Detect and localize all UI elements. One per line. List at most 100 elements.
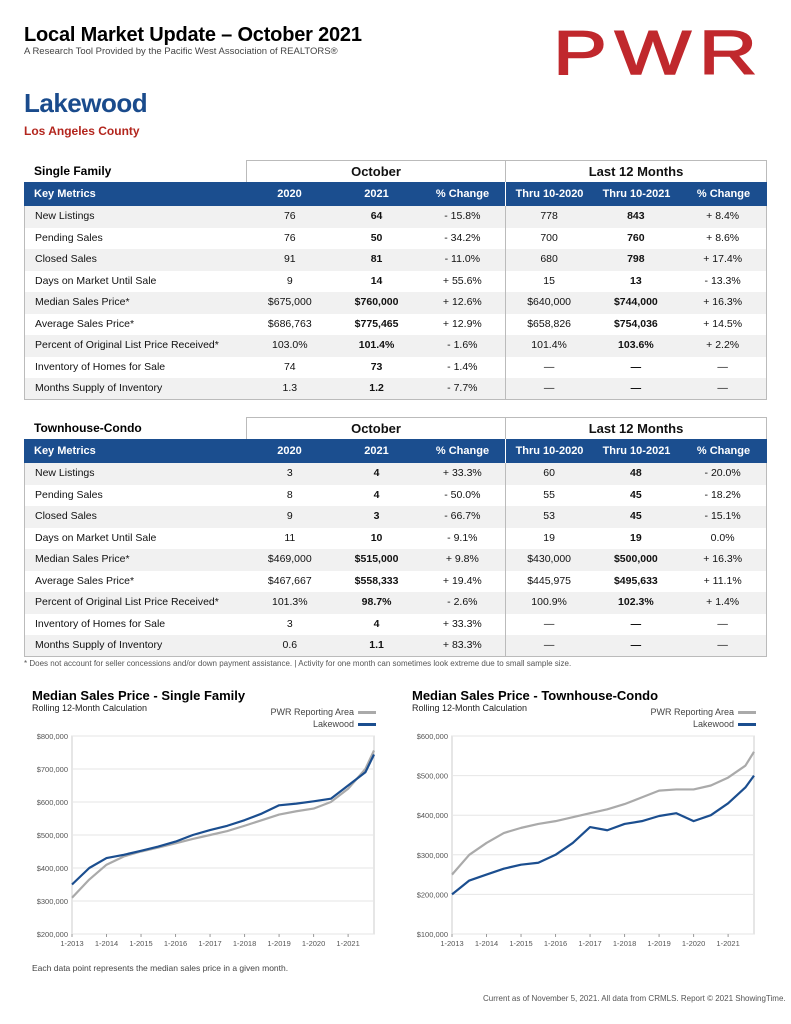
metric-value: — <box>630 639 642 651</box>
series-line-lakewood <box>451 774 755 896</box>
metric-value: - 66.7% <box>420 506 506 528</box>
table-body: New Listings 3 4 + 33.3% 60 48- 20.0% Pending … <box>24 463 767 657</box>
x-tick-label: 1-2016 <box>544 939 567 948</box>
metric-value: $467,667 <box>267 574 312 587</box>
metric-value: 778 <box>540 210 558 222</box>
chart-legend: PWR Reporting Area Lakewood <box>610 706 756 730</box>
x-tick-label: 1-2020 <box>682 939 705 948</box>
metric-value: + 19.4% <box>420 570 506 592</box>
metric-label: Months Supply of Inventory <box>35 382 163 394</box>
metric-value: 102.3% <box>618 596 654 608</box>
table-row: Inventory of Homes for Sale 74 73 - 1.4% — — — <box>24 356 767 378</box>
metric-value: 103.0% <box>271 339 308 351</box>
metric-label: Inventory of Homes for Sale <box>35 617 166 630</box>
metric-value: 3 <box>286 617 293 630</box>
metric-value: 4 <box>373 617 380 630</box>
metric-label: Median Sales Price* <box>35 296 130 308</box>
metric-value: $760,000 <box>354 296 399 308</box>
table-group-row: Single Family October Last 12 Months <box>24 160 767 182</box>
legend-label: PWR Reporting Area <box>270 707 354 717</box>
table-row: Days on Market Until Sale 11 10 - 9.1% 19 19 0… <box>24 527 767 549</box>
x-tick-label: 1-2021 <box>336 939 359 948</box>
series-line-pwr <box>451 751 755 876</box>
pwr-logo: PWR <box>553 26 760 78</box>
metric-label: Average Sales Price* <box>35 317 135 330</box>
metric-value: + 33.3% <box>420 463 506 485</box>
table-row: Percent of Original List Price Received*… <box>24 592 767 614</box>
metric-value: $445,975 <box>527 574 571 587</box>
metric-label: Pending Sales <box>35 488 103 501</box>
metric-value: $430,000 <box>527 553 571 565</box>
group-last12-header: Last 12 Months <box>506 160 767 182</box>
table-row: Months Supply of Inventory 1.3 1.2 - 7.7% — —… <box>24 378 767 400</box>
x-tick-label: 1-2018 <box>233 939 256 948</box>
metric-value: 45 <box>630 510 642 522</box>
table-header-row: Key Metrics 2020 2021 % Change Thru 10-2… <box>24 439 767 463</box>
metric-value: 98.7% <box>361 596 392 608</box>
metric-value: — <box>543 360 555 373</box>
metric-value: + 11.1% <box>703 574 742 587</box>
table-row: Inventory of Homes for Sale 3 4 + 33.3% — — — <box>24 613 767 635</box>
col-header: Key Metrics <box>34 188 96 200</box>
col-header: Thru 10-2021 <box>602 445 671 457</box>
table-row: Pending Sales 76 50 - 34.2% 700 760 + 8.6% <box>24 227 767 249</box>
y-tick-label: $500,000 <box>37 831 68 840</box>
metric-value: 843 <box>627 210 645 222</box>
metric-value: + 16.3% <box>703 553 743 565</box>
legend-label: PWR Reporting Area <box>650 707 734 717</box>
chart-legend: PWR Reporting Area Lakewood <box>230 706 376 730</box>
metric-label: Percent of Original List Price Received* <box>35 596 219 608</box>
legend-item: Lakewood <box>230 718 376 730</box>
table-row: Closed Sales 9 3 - 66.7% 53 45 - 15.1% <box>24 506 767 528</box>
metric-value: 700 <box>540 231 558 244</box>
metric-value: $558,333 <box>354 574 399 587</box>
median-price-townhouse-condo-chart: $100,000 $200,000 $300,000 $400,000 $500,000… <box>417 732 755 948</box>
group-october-header: October <box>246 417 506 439</box>
metric-value: — <box>717 360 728 373</box>
median-price-single-family-chart: $200,000 $300,000 $400,000 $500,000 $600,000… <box>37 732 375 948</box>
metric-value: 13 <box>630 274 642 287</box>
series-line-pwr <box>71 750 375 899</box>
metric-value: $495,633 <box>613 574 658 587</box>
metric-value: 19 <box>543 531 555 544</box>
metric-value: + 8.4% <box>706 210 740 222</box>
x-tick-label: 1-2021 <box>716 939 739 948</box>
metric-value: 76 <box>283 210 296 222</box>
metric-value: 1.2 <box>369 382 384 394</box>
col-header: % Change <box>420 439 506 463</box>
y-tick-label: $600,000 <box>417 732 448 741</box>
metric-value: $675,000 <box>267 296 312 308</box>
table-row: Closed Sales 91 81 - 11.0% 680 798 + 17.4% <box>24 249 767 271</box>
x-tick-label: 1-2020 <box>302 939 325 948</box>
metric-value: 91 <box>283 253 296 265</box>
metric-label: New Listings <box>35 467 95 479</box>
metric-value: + 1.4% <box>706 596 740 608</box>
y-tick-label: $400,000 <box>37 864 68 873</box>
x-tick-label: 1-2017 <box>578 939 601 948</box>
metric-label: Closed Sales <box>35 510 97 522</box>
table-row: Median Sales Price* $675,000 $760,000 + 12.… <box>24 292 767 314</box>
legend-swatch <box>358 722 376 726</box>
y-tick-label: $800,000 <box>37 732 68 741</box>
metric-value: + 55.6% <box>420 270 506 292</box>
metric-label: New Listings <box>35 210 95 222</box>
metric-value: 81 <box>370 253 383 265</box>
metric-value: + 16.3% <box>703 296 743 308</box>
legend-swatch <box>738 722 756 726</box>
y-tick-label: $400,000 <box>417 811 448 820</box>
table-row: Median Sales Price* $469,000 $515,000 + 9.8… <box>24 549 767 571</box>
chart-title: Median Sales Price - Townhouse-Condo <box>412 688 659 703</box>
table-row: Months Supply of Inventory 0.6 1.1 + 83.3% —… <box>24 635 767 657</box>
y-tick-label: $100,000 <box>417 930 448 939</box>
y-tick-label: $700,000 <box>37 765 68 774</box>
metric-label: Inventory of Homes for Sale <box>35 360 166 373</box>
col-header: % Change <box>696 188 751 200</box>
metric-value: 74 <box>283 360 296 373</box>
metric-value: 4 <box>373 467 380 479</box>
metric-value: $775,465 <box>354 317 399 330</box>
metric-value: — <box>717 639 728 651</box>
metric-label: Days on Market Until Sale <box>35 531 157 544</box>
legend-swatch <box>738 710 756 714</box>
report-subtitle: A Research Tool Provided by the Pacific … <box>24 46 338 57</box>
metric-value: 73 <box>370 360 383 373</box>
